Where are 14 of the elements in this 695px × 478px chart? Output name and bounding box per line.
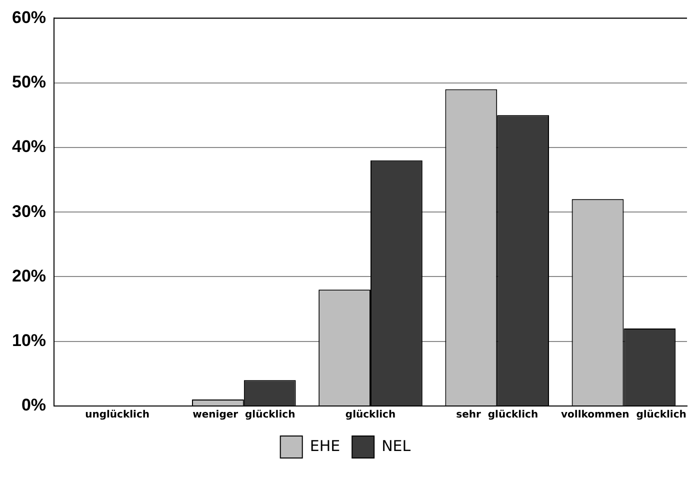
y-tick-label: 10%	[12, 331, 46, 350]
legend-label: NEL	[382, 436, 412, 455]
x-tick-label: sehr glücklich	[456, 410, 538, 421]
y-tick-label: 60%	[12, 8, 46, 27]
x-tick-label: glücklich	[345, 410, 396, 421]
y-tick-label: 30%	[12, 202, 46, 221]
y-tick-label: 50%	[12, 72, 46, 92]
x-tick-label: weniger glücklich	[192, 410, 296, 421]
x-tick-label: vollkommen glücklich	[561, 410, 686, 421]
legend-label: EHE	[310, 436, 340, 455]
x-tick-label: unglücklich	[85, 410, 150, 421]
y-tick-label: 40%	[12, 137, 46, 156]
y-tick-label: 0%	[21, 396, 46, 415]
y-tick-label: 20%	[12, 266, 46, 286]
